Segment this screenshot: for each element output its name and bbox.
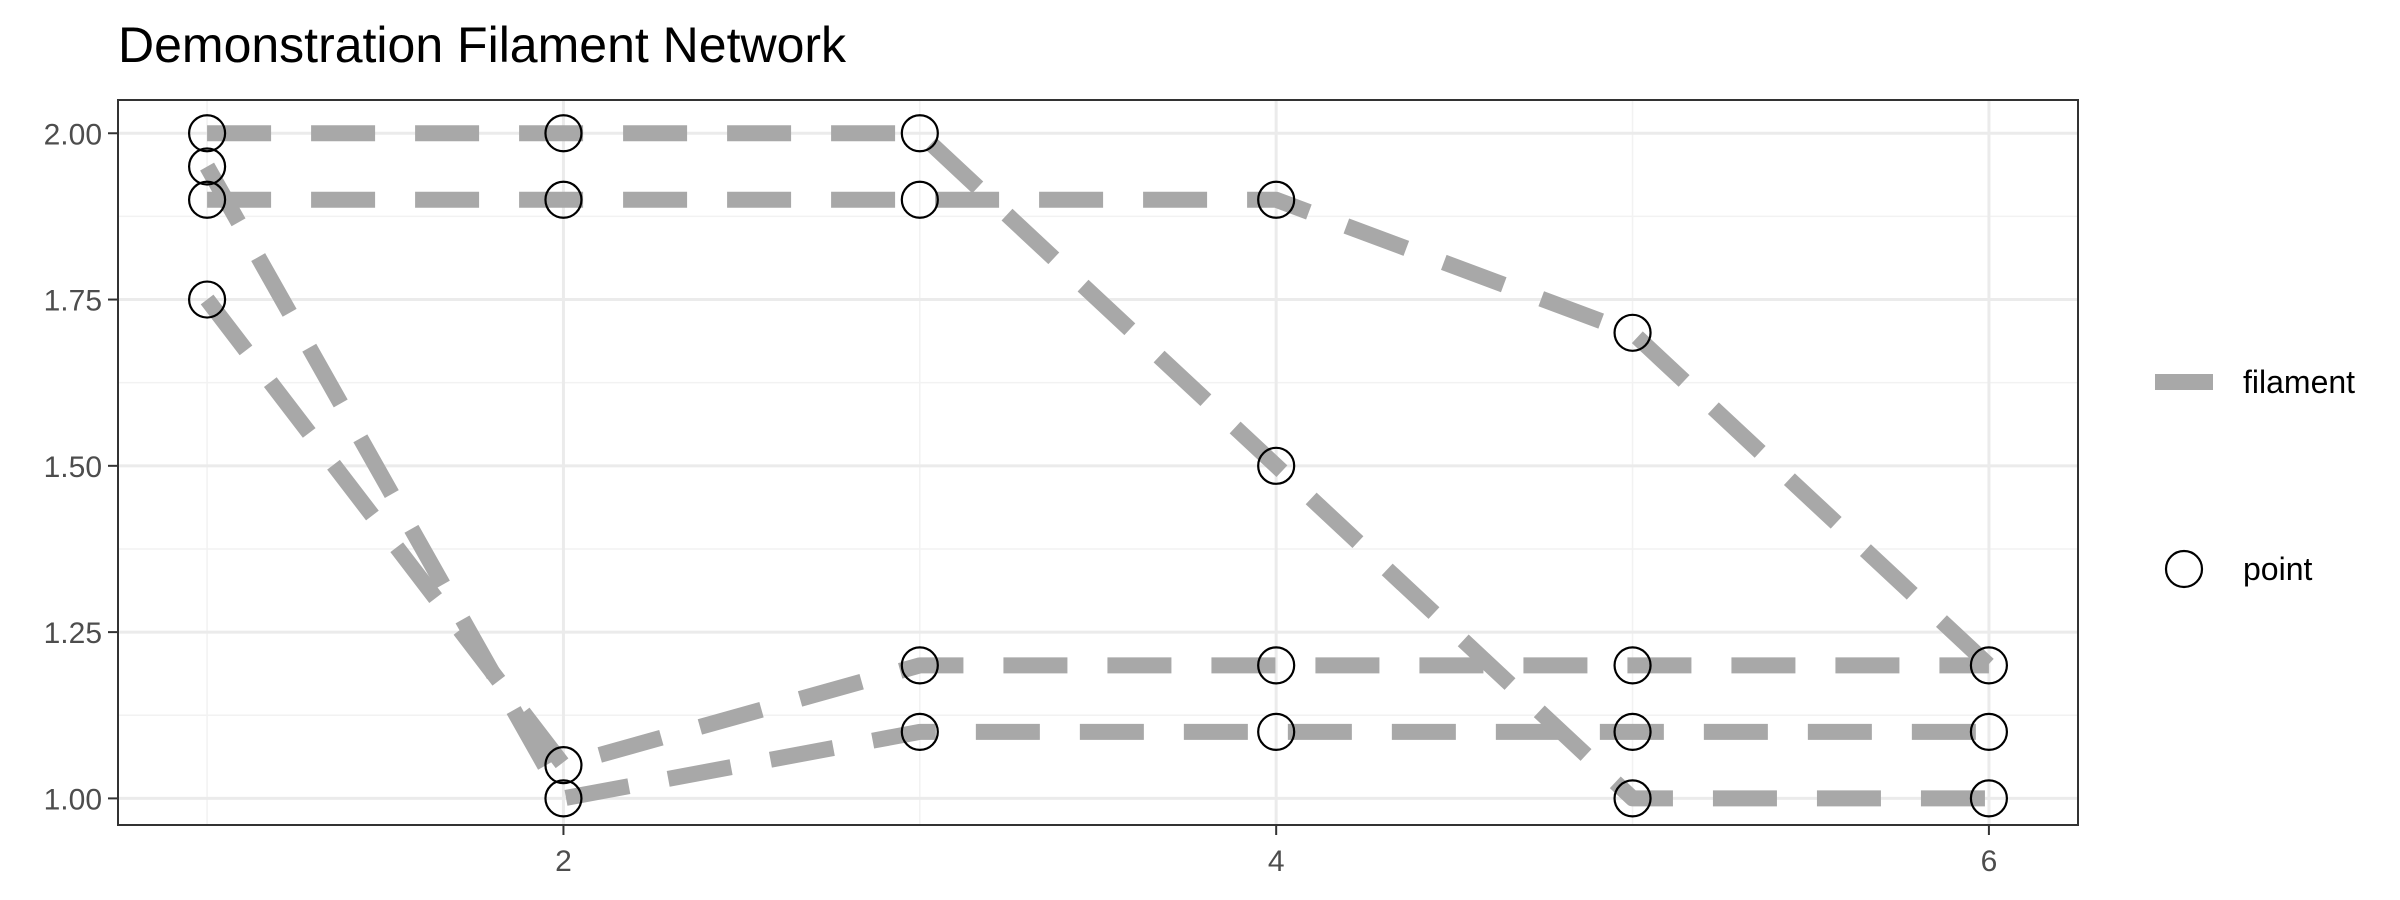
point-marker <box>1613 646 1652 685</box>
filament-lines <box>200 125 1995 807</box>
point-marker <box>1969 712 2009 751</box>
point-markers <box>187 114 2009 818</box>
point-marker <box>544 114 583 153</box>
y-axis: 1.00 1.25 1.50 1.75 2.00 <box>44 118 118 816</box>
x-tick-label: 4 <box>1268 845 1285 878</box>
x-tick-label: 2 <box>555 845 572 878</box>
point-marker <box>187 147 227 186</box>
point-marker <box>1969 646 2009 685</box>
filament-line-3 <box>200 162 1989 807</box>
legend: filament point <box>2155 364 2355 589</box>
filament-line-1 <box>207 125 1989 807</box>
point-marker <box>1257 446 1296 485</box>
minor-gridlines <box>118 100 2078 825</box>
point-marker <box>1613 313 1652 352</box>
point-marker <box>1257 646 1296 685</box>
point-marker <box>1257 712 1296 751</box>
major-gridlines <box>118 100 2078 825</box>
chart-title: Demonstration Filament Network <box>118 17 847 73</box>
point-marker <box>544 180 583 219</box>
point-marker <box>1613 779 1652 818</box>
point-marker <box>544 779 583 818</box>
y-tick-label: 1.75 <box>44 285 102 318</box>
point-marker <box>1613 712 1652 751</box>
plot-border <box>117 99 2079 826</box>
filament-line-4 <box>200 294 1989 774</box>
legend-label-point: point <box>2243 551 2313 587</box>
y-tick-label: 1.50 <box>44 451 102 484</box>
point-marker <box>1969 779 2009 818</box>
point-marker <box>187 280 227 319</box>
point-marker <box>900 712 939 751</box>
point-marker <box>187 180 227 219</box>
point-marker <box>544 746 583 785</box>
point-marker <box>900 646 939 685</box>
point-marker <box>900 114 939 153</box>
legend-label-filament: filament <box>2243 364 2355 400</box>
y-tick-label: 1.25 <box>44 617 102 650</box>
legend-key-point <box>2164 549 2204 589</box>
y-tick-label: 1.00 <box>44 783 102 816</box>
x-tick-label: 6 <box>1981 845 1998 878</box>
x-axis: 2 4 6 <box>555 825 1997 878</box>
point-marker <box>900 180 939 219</box>
filament-line-2 <box>207 191 1995 672</box>
point-marker <box>187 114 227 153</box>
y-tick-label: 2.00 <box>44 118 102 151</box>
point-marker <box>1257 180 1296 219</box>
